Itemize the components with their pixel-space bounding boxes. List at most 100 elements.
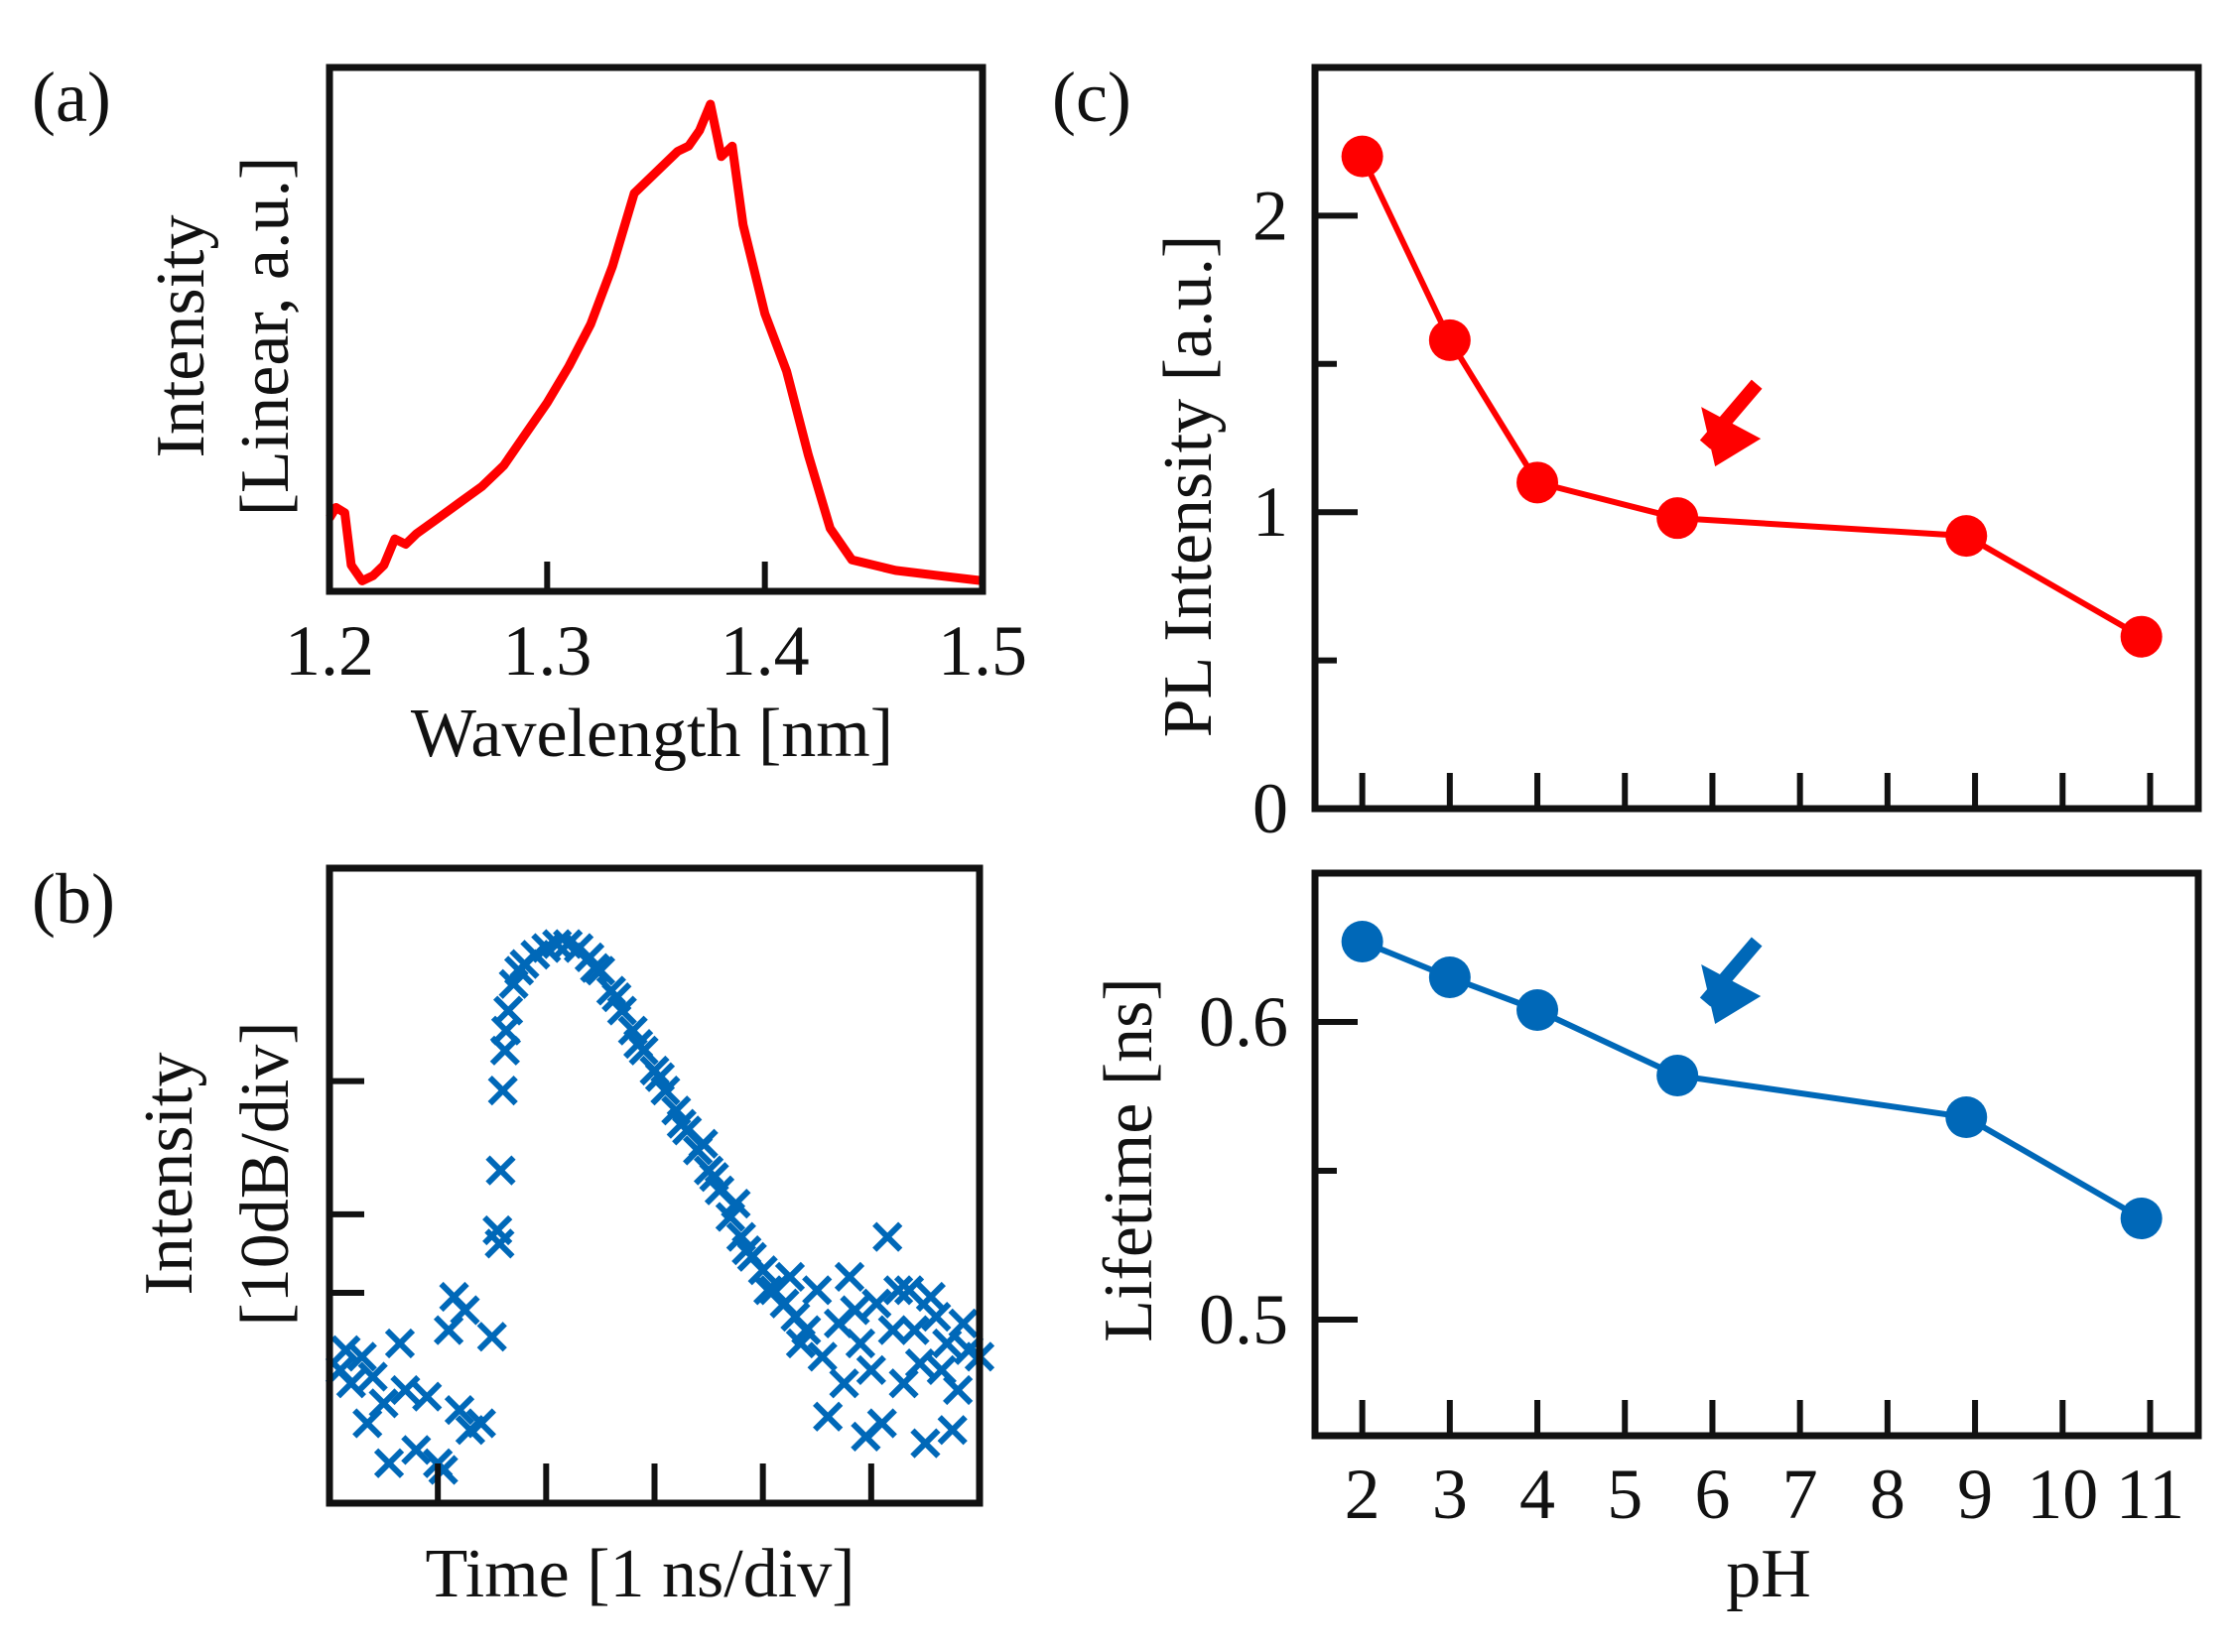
data-point-x-marker: [791, 1315, 822, 1345]
data-point-x-marker: [384, 1328, 416, 1359]
spectrum-line: [326, 99, 984, 585]
y-tick-label: 0.5: [1199, 1280, 1288, 1359]
data-point-x-marker: [335, 1368, 366, 1399]
pl-intensity-data-point: [1945, 515, 1988, 558]
y-tick-label: 0: [1252, 769, 1288, 848]
data-point-x-marker: [585, 955, 616, 986]
data-point-x-marker: [487, 1075, 518, 1106]
data-point-x-marker: [688, 1128, 719, 1159]
lifetime-data-point: [1945, 1096, 1988, 1138]
y-tick-label: 0.6: [1199, 982, 1288, 1062]
x-tick-label: 1.2: [285, 611, 374, 691]
x-tick-label: 4: [1519, 1455, 1555, 1534]
panel-b-ylabel-2: [10dB/div]: [227, 1021, 304, 1326]
x-tick-label: 6: [1694, 1455, 1730, 1534]
data-point-x-marker: [802, 1275, 833, 1306]
y-tick-label: 2: [1252, 176, 1288, 255]
data-point-x-marker: [493, 995, 524, 1026]
data-point-x-marker: [774, 1261, 806, 1293]
lifetime-arrow-annotation: [1699, 937, 1763, 1024]
data-point-x-marker: [904, 1347, 936, 1379]
pl-intensity-data-point: [1428, 318, 1471, 361]
data-point-x-marker: [866, 1408, 897, 1439]
panel-b-ylabel-1: Intensity: [131, 1053, 207, 1296]
data-point-x-marker: [412, 1381, 443, 1412]
data-point-x-marker: [813, 1401, 844, 1432]
arrow-head-icon: [1701, 407, 1762, 467]
data-point-x-marker: [485, 1155, 516, 1186]
x-tick-label: 3: [1432, 1455, 1468, 1534]
x-tick-label: 7: [1782, 1455, 1818, 1534]
data-point-x-marker: [484, 1228, 515, 1259]
data-point-x-marker: [401, 1435, 432, 1465]
panel-label-b: (b): [32, 859, 115, 939]
pl-intensity-data-point: [1656, 497, 1699, 540]
x-tick-label: 11: [2116, 1455, 2184, 1534]
data-point-x-marker: [444, 1394, 475, 1426]
x-tick-label: 8: [1870, 1455, 1906, 1534]
data-point-x-marker: [650, 1075, 681, 1106]
x-tick-label: 2: [1345, 1455, 1380, 1534]
panel-b-plot: [325, 864, 995, 1507]
pl-intensity-data-point: [1341, 135, 1383, 178]
x-tick-label: 1.4: [721, 611, 810, 691]
x-tick-label: 10: [2027, 1455, 2098, 1534]
x-tick-label: 1.5: [938, 611, 1027, 691]
data-point-x-marker: [877, 1315, 908, 1345]
pl-intensity-data-point: [2120, 615, 2163, 658]
panel-b-axes-frame: [326, 864, 984, 1507]
panel-a-xlabel: Wavelength [nm]: [411, 696, 893, 772]
panel-b-xlabel: Time [1 ns/div]: [425, 1536, 855, 1612]
panel-a-ylabel-1: Intensity: [143, 215, 219, 458]
data-point-x-marker: [476, 1322, 507, 1352]
data-point-x-marker: [606, 995, 637, 1026]
x-tick-label: 1.3: [502, 611, 592, 691]
data-point-x-marker: [910, 1428, 941, 1459]
lifetime-data-point: [1341, 921, 1383, 962]
data-point-x-marker: [855, 1354, 886, 1385]
data-point-x-marker: [807, 1341, 838, 1372]
data-point-x-marker: [943, 1374, 974, 1406]
data-point-x-marker: [450, 1295, 480, 1326]
lifetime-data-point: [1516, 989, 1559, 1031]
data-point-x-marker: [883, 1275, 914, 1306]
data-point-x-marker: [872, 1221, 903, 1252]
panel-c-bottom-ylabel: Lifetime [ns]: [1091, 977, 1167, 1341]
data-point-x-marker: [829, 1368, 859, 1399]
lifetime-data-point: [2120, 1198, 2163, 1239]
data-point-x-marker: [373, 1448, 405, 1478]
lifetime-data-point: [1428, 956, 1471, 998]
data-point-x-marker: [368, 1388, 399, 1419]
data-point-x-marker: [465, 1408, 496, 1439]
data-point-x-marker: [428, 1455, 459, 1485]
data-point-x-marker: [628, 1035, 659, 1066]
y-tick-label: 1: [1252, 472, 1288, 552]
panel-c-top-ylabel: PL Intensity [a.u.]: [1150, 235, 1227, 738]
data-point-x-marker: [948, 1308, 979, 1338]
data-point-x-marker: [893, 1275, 925, 1306]
lifetime-axes-frame: [1311, 869, 2202, 1440]
data-point-x-marker: [899, 1315, 930, 1345]
arrow-head-icon: [1701, 964, 1762, 1024]
lifetime-data-point: [1656, 1055, 1699, 1096]
panel-a-axes-frame: [326, 64, 986, 595]
data-point-x-marker: [937, 1415, 968, 1446]
data-point-x-marker: [921, 1302, 952, 1333]
pl-intensity-series-line: [1359, 155, 2144, 640]
pl-intensity-arrow-annotation: [1699, 379, 1763, 467]
pl-intensity-data-point: [1516, 461, 1559, 504]
data-point-x-marker: [721, 1188, 751, 1219]
data-point-x-marker: [357, 1361, 388, 1392]
data-point-x-marker: [390, 1374, 421, 1406]
data-point-x-marker: [840, 1295, 870, 1326]
data-point-x-marker: [845, 1328, 876, 1359]
panel-c-xlabel: pH: [1726, 1536, 1811, 1612]
lifetime-series-line: [1361, 939, 2144, 1221]
pl-intensity-axes-frame: [1311, 64, 2202, 813]
panel-label-c: (c): [1052, 58, 1131, 137]
data-point-x-marker: [861, 1288, 892, 1319]
data-point-x-marker: [346, 1341, 377, 1372]
panel-a-ylabel-2: [Linear, a.u.]: [227, 157, 304, 517]
data-point-x-marker: [330, 1334, 361, 1365]
